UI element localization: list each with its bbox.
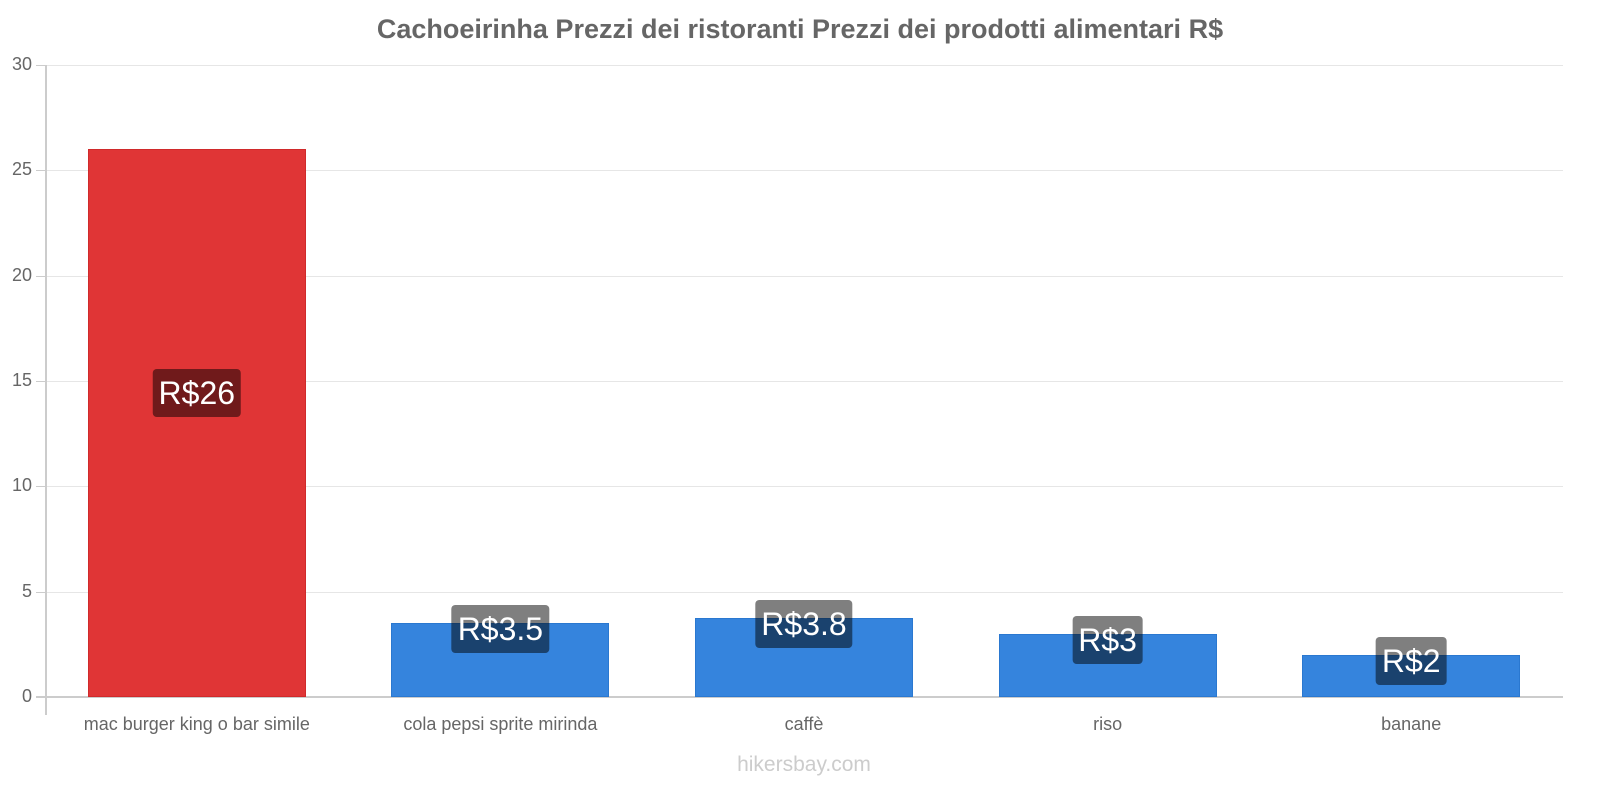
y-tick-mark: [36, 486, 45, 487]
x-axis-line: [36, 696, 1563, 698]
x-tick-label: banane: [1381, 714, 1442, 734]
watermark[interactable]: hikersbay.com: [737, 753, 871, 776]
x-tick-label: cola pepsi sprite mirinda: [403, 714, 598, 734]
y-tick-mark: [36, 170, 45, 171]
gridline: [45, 65, 1563, 66]
gridline: [45, 170, 1563, 171]
y-axis-line: [45, 65, 47, 715]
bar-value-label: R$3.8: [755, 600, 853, 648]
gridline: [45, 592, 1563, 593]
y-tick-label: 10: [11, 475, 32, 495]
chart-title: Cachoeirinha Prezzi dei ristoranti Prezz…: [376, 14, 1224, 44]
bar-value-label: R$2: [1375, 636, 1447, 685]
y-tick-label: 0: [21, 686, 32, 706]
bar[interactable]: [87, 149, 306, 697]
y-tick-label: 25: [11, 159, 32, 179]
bar-value-label: R$3: [1072, 615, 1143, 664]
gridline: [45, 381, 1563, 382]
y-tick-mark: [36, 592, 45, 593]
y-tick-label: 5: [21, 581, 32, 601]
x-tick-label: mac burger king o bar simile: [83, 714, 310, 734]
y-tick-label: 30: [11, 54, 32, 74]
x-tick-label: riso: [1093, 714, 1123, 734]
bar-value-label: R$3.5: [451, 605, 550, 654]
y-tick-mark: [36, 381, 45, 382]
x-tick-label: caffè: [784, 714, 824, 734]
bar-value-label: R$26: [152, 369, 242, 418]
y-tick-mark: [36, 276, 45, 277]
y-tick-label: 15: [11, 370, 32, 390]
y-tick-mark: [36, 697, 45, 698]
gridline: [45, 486, 1563, 487]
gridline: [45, 276, 1563, 277]
y-tick-label: 20: [11, 265, 32, 285]
y-tick-mark: [36, 65, 45, 66]
